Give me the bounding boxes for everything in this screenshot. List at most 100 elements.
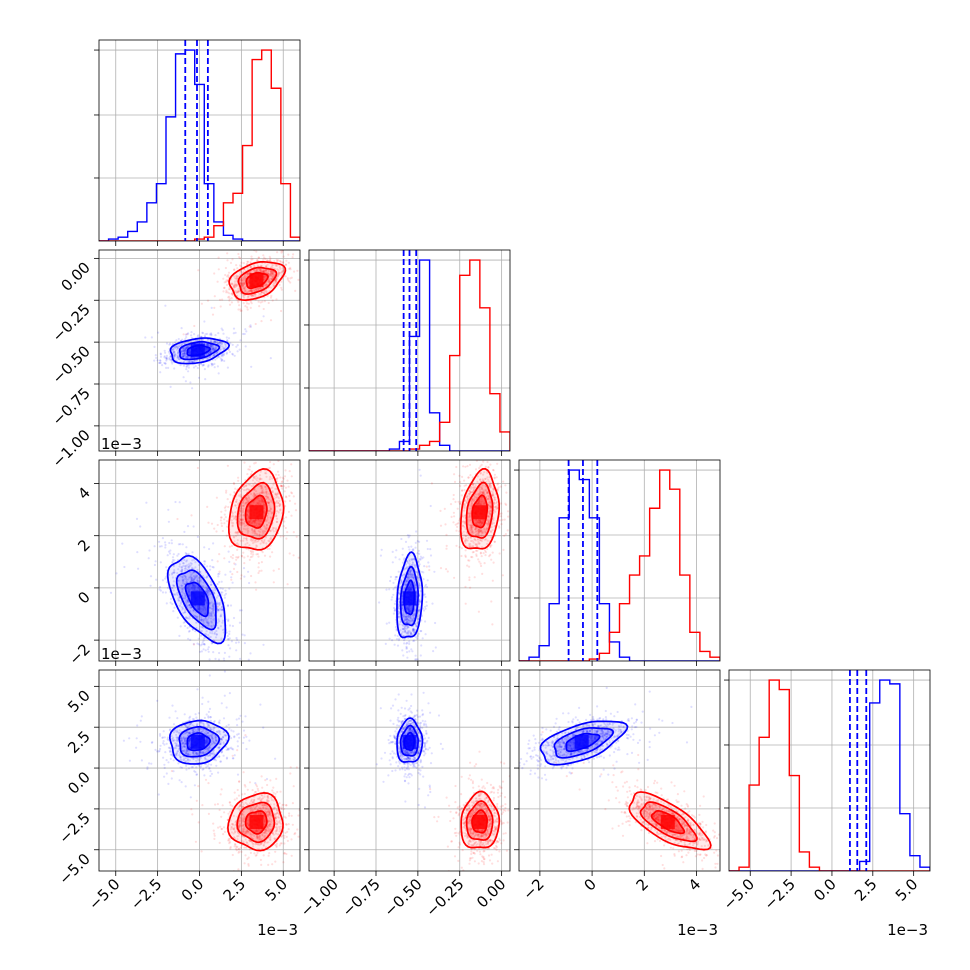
scatter-point <box>243 504 246 507</box>
scatter-point <box>239 510 242 513</box>
scatter-point <box>191 589 194 592</box>
scatter-point <box>208 611 211 614</box>
scatter-point <box>214 334 217 337</box>
scatter-point <box>211 607 214 610</box>
scatter-point <box>237 301 240 304</box>
scatter-point <box>236 283 239 286</box>
scatter-point <box>218 341 221 344</box>
scatter-point <box>404 615 407 618</box>
scatter-point <box>215 629 218 633</box>
scatter-point <box>170 684 172 686</box>
scatter-point <box>196 575 199 578</box>
scatter-point <box>220 342 223 345</box>
scatter-point <box>263 290 266 293</box>
scatter-point <box>404 583 407 587</box>
scatter-point <box>247 488 250 491</box>
scatter-point <box>402 654 405 657</box>
scatter-point <box>195 589 199 592</box>
scatter-point <box>263 442 265 444</box>
scatter-point <box>411 557 414 561</box>
scatter-point <box>499 519 502 522</box>
scatter-point <box>472 483 475 486</box>
scatter-point <box>227 644 230 647</box>
scatter-point <box>209 635 212 639</box>
scatter-point <box>196 568 199 572</box>
scatter-point <box>193 615 196 618</box>
scatter-point <box>190 586 193 589</box>
scatter-point <box>242 279 245 282</box>
scatter-point <box>250 485 253 488</box>
scatter-point <box>241 284 245 287</box>
scatter-point <box>481 484 484 487</box>
scatter-point <box>169 549 172 552</box>
scatter-point <box>406 534 409 537</box>
scatter-point <box>408 534 411 537</box>
scatter-point <box>265 289 268 292</box>
scatter-point <box>262 532 265 535</box>
scatter-point <box>278 499 281 502</box>
scatter-point <box>422 430 424 432</box>
scatter-point <box>230 544 233 548</box>
scatter-point <box>270 511 273 514</box>
scatter-point <box>246 555 249 558</box>
scatter-point <box>241 521 244 524</box>
scatter-point <box>397 570 400 573</box>
scatter-point <box>259 287 262 290</box>
scatter-point <box>277 273 280 276</box>
scatter-point <box>411 548 414 551</box>
scatter-point <box>379 554 382 557</box>
scatter-point <box>210 601 213 604</box>
scatter-point <box>181 352 184 355</box>
scatter-point <box>392 581 395 584</box>
scatter-point <box>271 274 274 277</box>
scatter-point <box>245 497 248 500</box>
scatter-point <box>265 493 268 496</box>
scatter-point <box>279 484 283 487</box>
scatter-point <box>248 520 251 524</box>
scatter-point <box>249 266 253 269</box>
scatter-point <box>408 570 411 574</box>
scatter-point <box>185 716 187 718</box>
scatter-point <box>303 536 305 538</box>
scatter-point <box>401 561 405 564</box>
scatter-point <box>193 587 196 590</box>
scatter-point <box>272 283 275 286</box>
scatter-point <box>220 358 223 361</box>
scatter-point <box>223 286 226 290</box>
scatter-point <box>188 352 192 355</box>
scatter-point <box>216 583 219 586</box>
scatter-point <box>484 530 487 533</box>
scatter-point <box>205 602 208 605</box>
scatter-point <box>470 555 473 559</box>
scatter-point <box>180 601 183 604</box>
scatter-point <box>240 283 243 286</box>
scatter-point <box>226 498 229 501</box>
scatter-point <box>490 530 493 534</box>
scatter-point <box>239 264 242 267</box>
scatter-point <box>184 347 188 350</box>
scatter-point <box>213 608 216 611</box>
scatter-point <box>263 278 266 282</box>
scatter-point <box>184 333 187 336</box>
scatter-point <box>252 294 255 297</box>
scatter-point <box>196 615 199 618</box>
scatter-point <box>494 506 497 509</box>
scatter-point <box>398 558 401 561</box>
y-offset-label: 1e−3 <box>101 645 142 663</box>
scatter-point <box>264 289 267 293</box>
scatter-point <box>265 472 268 475</box>
scatter-point <box>193 324 196 328</box>
scatter-point <box>261 491 264 495</box>
scatter-point <box>207 624 211 627</box>
scatter-point <box>253 270 257 273</box>
scatter-point <box>204 616 207 619</box>
scatter-point <box>231 514 234 517</box>
scatter-point <box>290 491 293 494</box>
scatter-point <box>392 612 395 615</box>
scatter-point <box>476 480 479 483</box>
scatter-point <box>210 344 213 347</box>
scatter-point <box>239 273 242 276</box>
scatter-point <box>458 519 461 522</box>
scatter-point <box>226 464 229 467</box>
